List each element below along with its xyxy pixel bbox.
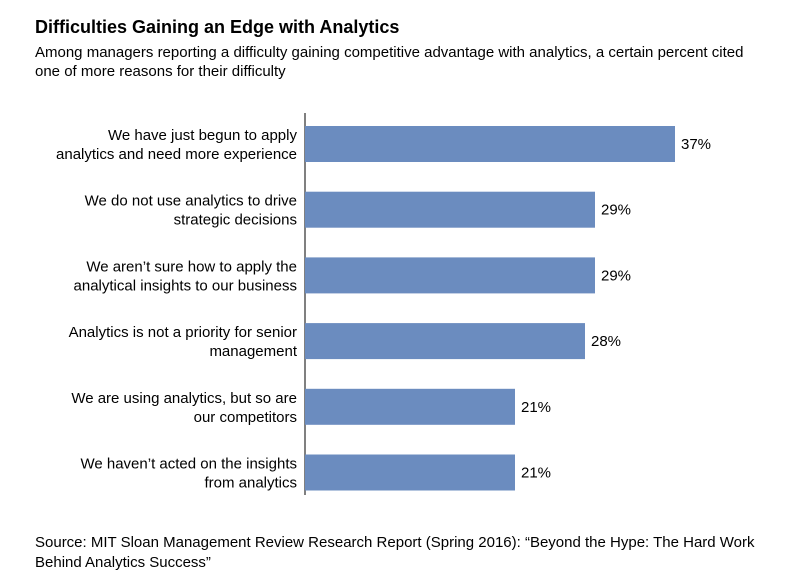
- chart-subtitle: Among managers reporting a difficulty ga…: [35, 44, 744, 80]
- data-label-6: 21%: [521, 465, 551, 482]
- category-label-line: analytical insights to our business: [74, 277, 297, 294]
- category-label-3: We aren’t sure how to apply the analytica…: [74, 258, 297, 294]
- data-label-5: 21%: [521, 399, 551, 416]
- category-label-line: our competitors: [194, 409, 297, 426]
- bar-1: [305, 126, 675, 162]
- data-label-3: 29%: [601, 267, 631, 284]
- category-label-line: We are using analytics, but so are: [71, 390, 297, 407]
- data-label-2: 29%: [601, 202, 631, 219]
- category-label-line: management: [209, 343, 297, 360]
- category-label-4: Analytics is not a priority for senior ma…: [69, 324, 298, 360]
- category-label-6: We haven’t acted on the insights from ana…: [80, 456, 297, 492]
- bar-3: [305, 257, 595, 294]
- bar-2: [305, 191, 595, 228]
- category-label-line: We haven’t acted on the insights: [80, 456, 297, 473]
- category-label-2: We do not use analytics to drive strategi…: [85, 193, 297, 229]
- category-label-1: We have just begun to apply analytics and…: [56, 127, 297, 163]
- category-label-line: from analytics: [204, 475, 297, 492]
- category-label-line: Analytics is not a priority for senior: [69, 324, 297, 341]
- bar-6: [305, 454, 515, 491]
- data-label-1: 37%: [681, 136, 711, 153]
- source-note: Source: MIT Sloan Management Review Rese…: [35, 534, 755, 571]
- bar-4: [305, 323, 585, 360]
- chart-title: Difficulties Gaining an Edge with Analyt…: [35, 17, 400, 37]
- category-label-line: analytics and need more experience: [56, 146, 297, 163]
- category-label-line: We aren’t sure how to apply the: [86, 258, 297, 275]
- category-label-5: We are using analytics, but so are our co…: [71, 390, 297, 426]
- data-label-4: 28%: [591, 333, 621, 350]
- category-label-line: We have just begun to apply: [108, 127, 298, 144]
- bar-5: [305, 388, 515, 425]
- category-label-line: We do not use analytics to drive: [85, 193, 297, 210]
- category-label-line: strategic decisions: [174, 212, 297, 229]
